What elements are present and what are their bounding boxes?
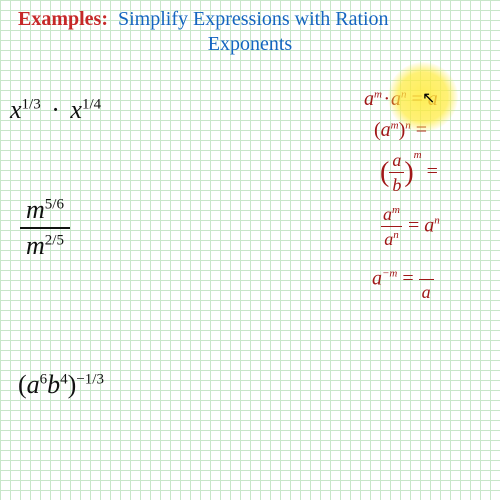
e1-exp1: 1/3 bbox=[22, 96, 41, 112]
r1-a1: a bbox=[364, 88, 374, 110]
r3-den: b bbox=[389, 172, 404, 197]
r1-dot: · bbox=[382, 88, 391, 110]
e2-den-base: m bbox=[26, 231, 45, 260]
e2-den: m2/5 bbox=[20, 227, 70, 261]
e2-num-base: m bbox=[26, 195, 45, 224]
r5-negm: −m bbox=[382, 268, 397, 280]
exponent-rules: am·an = a (am)n = (ab)m = am an = an a−m… bbox=[350, 86, 500, 309]
r5-a: a bbox=[372, 268, 382, 290]
r4-num-a: a bbox=[383, 204, 392, 224]
r1-a2: a bbox=[391, 88, 401, 110]
e1-base2: x bbox=[70, 95, 82, 124]
e1-exp2: 1/4 bbox=[82, 96, 101, 112]
e1-base1: x bbox=[10, 95, 22, 124]
e3-outer-exp: −1/3 bbox=[76, 371, 104, 387]
rule-4: am an = an bbox=[350, 202, 500, 252]
expression-1: x1/3 · x1/4 bbox=[10, 95, 101, 125]
r4-den-a: a bbox=[384, 229, 393, 249]
r4-den-n: n bbox=[393, 229, 399, 241]
rule-2: (am)n = bbox=[350, 117, 500, 144]
r1-m: m bbox=[374, 88, 382, 100]
r2-a: a bbox=[381, 119, 391, 141]
e1-dot: · bbox=[47, 95, 64, 124]
e2-fraction: m5/6 m2/5 bbox=[20, 195, 70, 261]
slide-content: Examples: Simplify Expressions with Rati… bbox=[0, 0, 500, 500]
title-sub: Exponents bbox=[0, 33, 500, 56]
e3-b-exp: 4 bbox=[60, 371, 68, 387]
r3-m: m bbox=[414, 149, 422, 161]
e2-num-exp: 5/6 bbox=[45, 196, 64, 212]
e2-num: m5/6 bbox=[20, 195, 70, 227]
r2-m: m bbox=[391, 119, 399, 131]
r4-frac: am an bbox=[380, 202, 403, 252]
r4-num-m: m bbox=[392, 204, 400, 216]
r3-open: ( bbox=[380, 157, 389, 188]
e3-b: b bbox=[47, 370, 60, 399]
r3-close: ) bbox=[404, 157, 413, 188]
r3-num: a bbox=[389, 148, 404, 172]
r5-rhs-frac: aa bbox=[419, 255, 434, 305]
r4-num: am bbox=[380, 202, 403, 226]
cursor-icon: ↖ bbox=[422, 88, 435, 108]
r2-eq: = bbox=[411, 119, 427, 141]
rule-3: (ab)m = bbox=[350, 148, 500, 198]
expression-2: m5/6 m2/5 bbox=[20, 195, 70, 261]
e3-open: ( bbox=[18, 370, 27, 399]
r5-rhs-a: a bbox=[419, 279, 434, 304]
e3-a: a bbox=[27, 370, 40, 399]
r5-eq: = bbox=[397, 268, 418, 290]
r4-den: an bbox=[381, 226, 402, 251]
rule-5: a−m = aa bbox=[350, 255, 500, 305]
r4-rhs-n: n bbox=[434, 214, 440, 226]
expression-3: (a6b4)−1/3 bbox=[18, 370, 104, 400]
e2-den-exp: 2/5 bbox=[45, 232, 64, 248]
title-label: Examples: bbox=[18, 8, 108, 31]
r4-eq: = bbox=[403, 214, 424, 236]
r3-eq: = bbox=[422, 160, 438, 182]
title-main: Simplify Expressions with Ration bbox=[118, 8, 389, 31]
r2-open: ( bbox=[374, 119, 381, 141]
r4-rhs-a: a bbox=[424, 214, 434, 236]
r3-frac: ab bbox=[389, 148, 404, 198]
title-row: Examples: Simplify Expressions with Rati… bbox=[0, 0, 500, 31]
